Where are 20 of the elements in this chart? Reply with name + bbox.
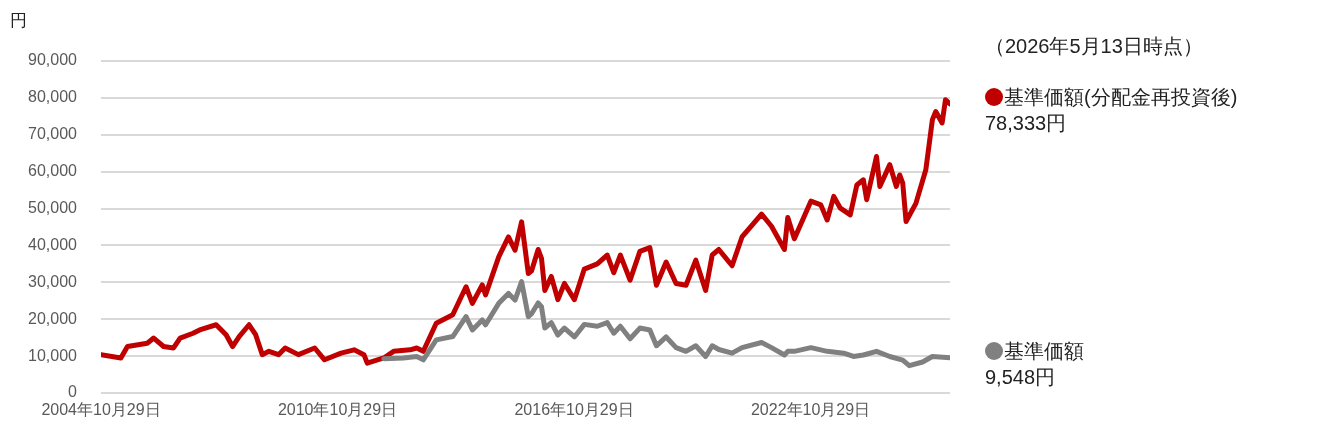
y-tick-label: 40,000	[28, 235, 78, 253]
y-tick-label: 70,000	[28, 125, 78, 143]
text: （2026年5月13日時点）	[985, 34, 1203, 59]
y-axis-title: 円	[10, 10, 27, 32]
x-tick-label: 2010年10月29日	[277, 401, 398, 419]
y-tick-label: 60,000	[28, 162, 78, 180]
y-tick-label: 90,000	[28, 51, 78, 69]
y-tick-label: 20,000	[28, 309, 78, 327]
y-tick-label: 10,000	[28, 346, 78, 364]
y-tick-label: 80,000	[28, 88, 78, 106]
x-tick-label: 2004年10月29日	[41, 401, 161, 419]
y-tick-label: 50,000	[28, 198, 78, 216]
legend-label: 基準価額(分配金再投資後)	[1003, 85, 1238, 111]
x-tick-label: 2016年10月29日	[514, 401, 634, 419]
annotation: 9,548円	[985, 364, 1056, 390]
y-tick-label: 30,000	[28, 272, 78, 290]
annotation: 78,333円	[985, 111, 1067, 137]
legend-label: 基準価額	[1003, 338, 1084, 364]
y-tick-label: 0	[68, 383, 78, 401]
x-tick-label: 2022年10月29日	[750, 401, 871, 419]
